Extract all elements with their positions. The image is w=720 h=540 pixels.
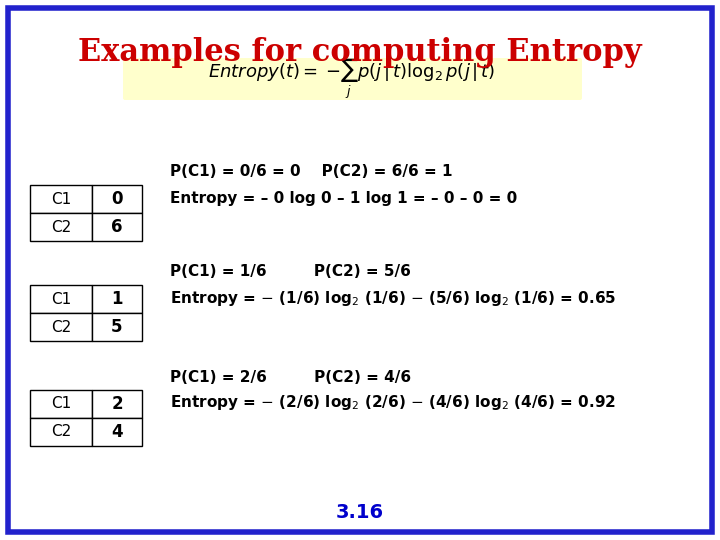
Text: P(C1) = 1/6         P(C2) = 5/6: P(C1) = 1/6 P(C2) = 5/6: [170, 265, 411, 280]
Text: Entropy = $-$ (1/6) log$_2$ (1/6) $-$ (5/6) log$_2$ (1/6) = 0.65: Entropy = $-$ (1/6) log$_2$ (1/6) $-$ (5…: [170, 288, 616, 307]
FancyBboxPatch shape: [8, 8, 712, 532]
Text: P(C1) = 2/6         P(C2) = 4/6: P(C1) = 2/6 P(C2) = 4/6: [170, 369, 411, 384]
Text: C2: C2: [51, 424, 71, 440]
Bar: [92, 285, 142, 313]
Text: $\mathit{Entropy}(t) = -\!\sum_j p(j\,|\,t)\log_2 p(j\,|\,t)$: $\mathit{Entropy}(t) = -\!\sum_j p(j\,|\…: [208, 57, 495, 101]
Bar: [30, 285, 92, 313]
Text: 2: 2: [111, 395, 123, 413]
Text: 5: 5: [112, 318, 122, 336]
Text: 1: 1: [112, 290, 122, 308]
Bar: [30, 390, 92, 418]
Text: 3.16: 3.16: [336, 503, 384, 522]
Bar: [30, 313, 92, 341]
Bar: [92, 418, 142, 446]
Text: 4: 4: [111, 423, 123, 441]
Text: Examples for computing Entropy: Examples for computing Entropy: [78, 37, 642, 68]
Bar: [30, 418, 92, 446]
Text: P(C1) = 0/6 = 0    P(C2) = 6/6 = 1: P(C1) = 0/6 = 0 P(C2) = 6/6 = 1: [170, 165, 452, 179]
FancyBboxPatch shape: [123, 58, 582, 100]
Bar: [92, 185, 142, 213]
Bar: [30, 185, 92, 213]
Bar: [30, 213, 92, 241]
Text: C1: C1: [51, 396, 71, 411]
Bar: [92, 313, 142, 341]
Text: C1: C1: [51, 292, 71, 307]
Text: C2: C2: [51, 219, 71, 234]
Text: Entropy = – 0 log 0 – 1 log 1 = – 0 – 0 = 0: Entropy = – 0 log 0 – 1 log 1 = – 0 – 0 …: [170, 191, 517, 206]
Text: 0: 0: [112, 190, 122, 208]
Text: 6: 6: [112, 218, 122, 236]
Bar: [92, 213, 142, 241]
Text: Entropy = $-$ (2/6) log$_2$ (2/6) $-$ (4/6) log$_2$ (4/6) = 0.92: Entropy = $-$ (2/6) log$_2$ (2/6) $-$ (4…: [170, 394, 616, 413]
Text: C2: C2: [51, 320, 71, 334]
Text: C1: C1: [51, 192, 71, 206]
Bar: [92, 390, 142, 418]
